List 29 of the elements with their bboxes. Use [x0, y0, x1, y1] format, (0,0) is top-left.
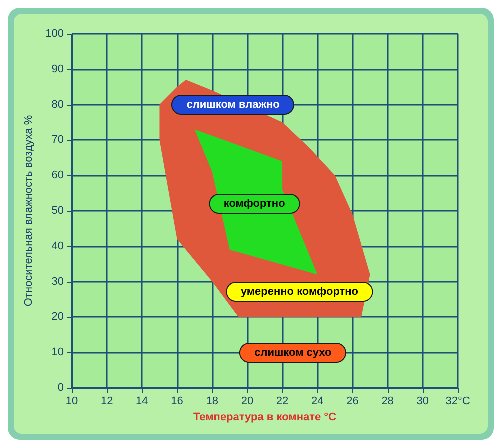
x-tick-label: 24 — [312, 396, 324, 408]
x-tick-label: 26 — [346, 396, 359, 408]
label-badge: слишком влажно — [172, 94, 295, 115]
x-tick-label: 28 — [382, 396, 394, 408]
label-badge: умеренно комфортно — [226, 282, 374, 302]
y-tick-label: 10 — [52, 346, 64, 359]
y-tick-label: 60 — [52, 170, 64, 182]
y-tick-label: 100 — [46, 28, 64, 40]
y-tick-label: 0 — [58, 382, 64, 394]
y-tick-label: 80 — [52, 98, 64, 111]
x-tick-label: 18 — [206, 396, 218, 408]
x-tick-label: 22 — [276, 396, 289, 408]
x-tick-label: 12 — [100, 396, 114, 408]
x-tick-label: 30 — [416, 396, 430, 408]
y-tick-label: 20 — [52, 311, 64, 324]
y-tick-label: 70 — [52, 134, 64, 146]
y-tick-label: 50 — [52, 205, 64, 217]
label-badge: комфортно — [208, 194, 300, 214]
y-tick-label: 90 — [52, 63, 64, 76]
y-axis-title: Относительная влажность воздуха % — [23, 115, 36, 307]
x-tick-label: 16 — [171, 396, 184, 408]
x-tick-label: 14 — [136, 396, 148, 408]
y-tick-label: 40 — [52, 240, 64, 252]
x-axis-title: Температура в комнате °C — [194, 411, 337, 424]
x-tick-label: 20 — [241, 396, 254, 408]
label-badge: слишком сухо — [240, 342, 347, 363]
y-tick-label: 30 — [52, 276, 64, 288]
x-tick-label: 32°C — [446, 396, 470, 408]
x-tick-label: 10 — [66, 396, 78, 408]
